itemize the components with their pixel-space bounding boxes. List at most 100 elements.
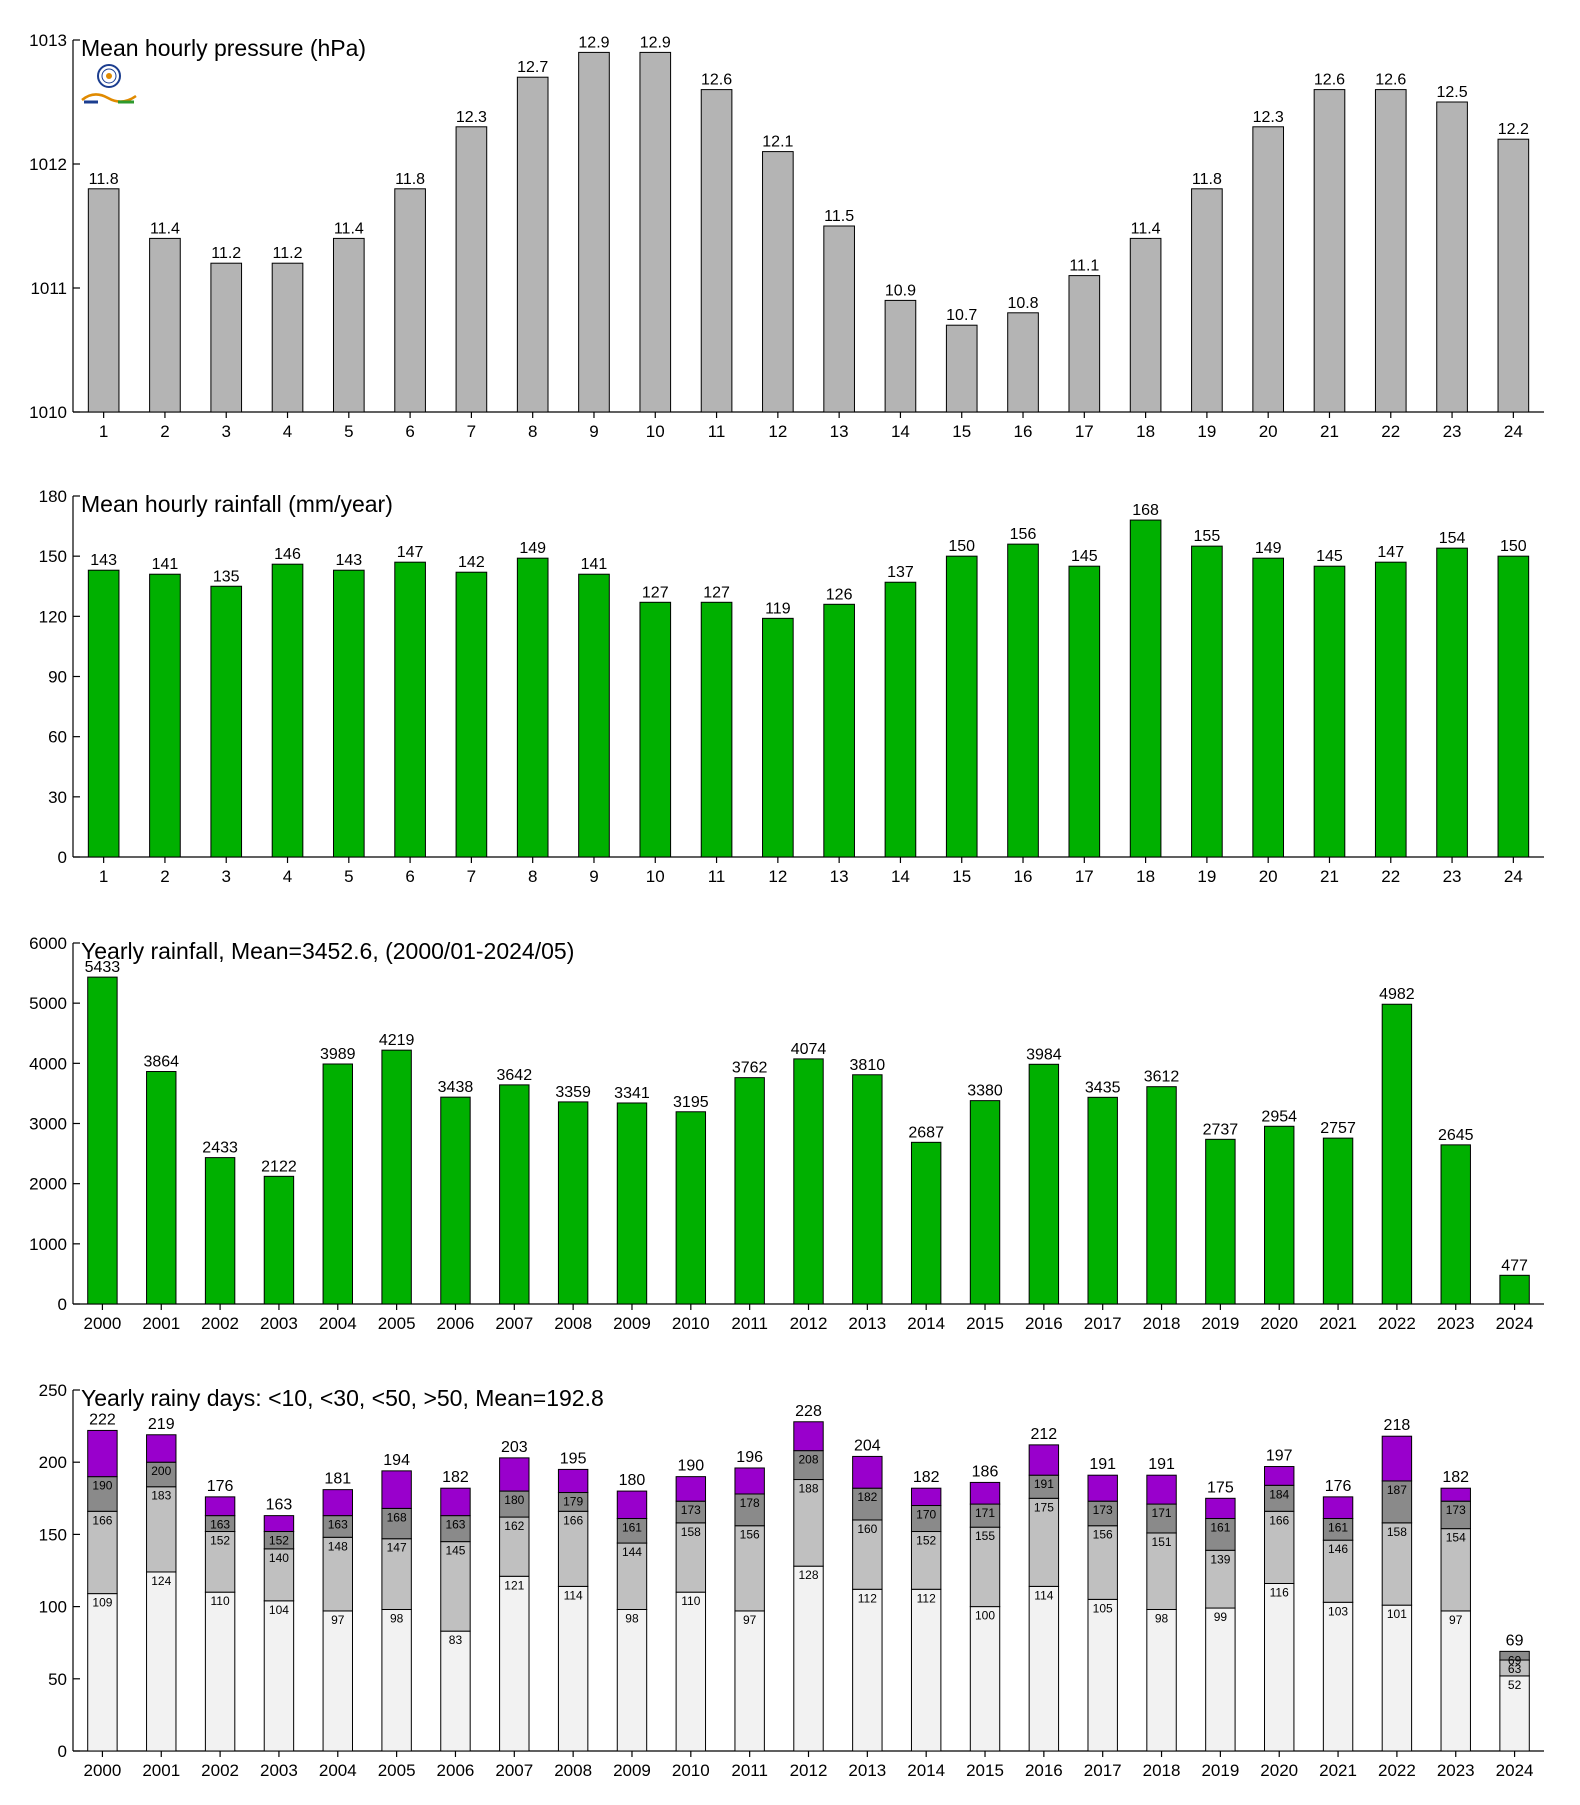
x-tick-label: 2023 (1437, 1761, 1475, 1780)
chart-title: Mean hourly rainfall (mm/year) (81, 491, 393, 517)
stack-segment (1146, 1474, 1177, 1505)
stack-segment (793, 1565, 824, 1752)
x-tick-label: 8 (528, 867, 537, 886)
bar-value-label: 12.3 (456, 109, 487, 126)
bar-value-label: 3989 (320, 1046, 356, 1063)
segment-label: 114 (1034, 1588, 1053, 1602)
bar-value-label: 147 (397, 544, 424, 561)
bar-total-label: 196 (736, 1449, 763, 1466)
x-tick-label: 2012 (790, 1761, 828, 1780)
x-tick-label: 4 (283, 422, 292, 441)
stack-segment (1322, 1601, 1354, 1752)
segment-label: 175 (1034, 1500, 1054, 1514)
bar (440, 1096, 471, 1305)
segment-label: 163 (210, 1518, 230, 1532)
hourly-rainfall-chart: Mean hourly rainfall (mm/year)0306090120… (39, 487, 1544, 886)
bar-total-label: 163 (266, 1497, 293, 1514)
y-tick-label: 180 (39, 487, 67, 506)
bar (675, 1111, 707, 1305)
x-tick-label: 2005 (378, 1761, 416, 1780)
bar (210, 262, 243, 413)
segment-label: 188 (798, 1482, 818, 1496)
bar (394, 561, 426, 858)
x-tick-label: 21 (1320, 867, 1339, 886)
bar-total-label: 191 (1089, 1456, 1116, 1473)
segment-label: 151 (1152, 1535, 1172, 1549)
segment-label: 148 (328, 1539, 348, 1553)
bar-value-label: 12.5 (1436, 84, 1467, 101)
bar-value-label: 477 (1501, 1257, 1528, 1274)
bar (87, 188, 120, 413)
stack-segment (1381, 1604, 1413, 1752)
bar (1129, 519, 1162, 858)
stack-segment (146, 1434, 177, 1463)
segment-label: 166 (92, 1513, 112, 1527)
x-tick-label: 2020 (1260, 1314, 1298, 1333)
segment-label: 83 (449, 1633, 463, 1647)
bar (1252, 126, 1285, 413)
stack-segment (146, 1461, 177, 1488)
stack-segment (910, 1531, 942, 1590)
x-tick-label: 2021 (1319, 1761, 1357, 1780)
segment-label: 105 (1093, 1601, 1113, 1615)
x-tick-label: 16 (1014, 422, 1033, 441)
x-tick-label: 18 (1136, 422, 1155, 441)
y-tick-label: 1000 (29, 1235, 67, 1254)
x-tick-label: 2024 (1496, 1314, 1534, 1333)
segment-label: 128 (798, 1568, 818, 1582)
y-tick-label: 0 (58, 848, 67, 867)
bar-value-label: 119 (765, 600, 791, 617)
segment-label: 158 (1387, 1525, 1407, 1539)
stack-segment (1440, 1500, 1471, 1530)
stack-segment (1381, 1522, 1413, 1606)
x-tick-label: 9 (589, 867, 598, 886)
x-tick-label: 5 (344, 867, 353, 886)
bar-value-label: 11.4 (334, 220, 364, 237)
stack-segment (793, 1421, 824, 1452)
x-tick-label: 13 (830, 422, 849, 441)
segment-label: 144 (622, 1545, 642, 1559)
stack-segment (499, 1457, 530, 1492)
stack-segment (440, 1541, 471, 1632)
x-tick-label: 2006 (437, 1761, 475, 1780)
x-tick-label: 12 (768, 422, 787, 441)
segment-label: 173 (1446, 1503, 1466, 1517)
segment-label: 103 (1328, 1604, 1348, 1618)
bar-value-label: 10.9 (885, 282, 916, 299)
bar-value-label: 3864 (143, 1054, 179, 1071)
bar-total-label: 203 (501, 1439, 528, 1456)
bar (381, 1049, 412, 1305)
bar (1436, 101, 1468, 413)
bar-value-label: 12.9 (578, 34, 609, 51)
y-tick-label: 200 (39, 1453, 67, 1472)
bar (332, 569, 365, 858)
stack-segment (734, 1610, 765, 1752)
bar-value-label: 11.4 (150, 220, 180, 237)
x-tick-label: 19 (1197, 422, 1216, 441)
segment-label: 160 (857, 1522, 877, 1536)
segment-label: 110 (211, 1594, 230, 1608)
bar-value-label: 10.7 (946, 307, 977, 324)
x-tick-label: 14 (891, 867, 910, 886)
bar (1028, 1063, 1060, 1305)
bar-value-label: 12.7 (517, 59, 548, 76)
bar (1374, 89, 1407, 413)
bar-total-label: 195 (560, 1450, 587, 1467)
stack-segment (322, 1536, 353, 1612)
segment-label: 178 (740, 1496, 760, 1510)
bar (499, 1084, 530, 1305)
x-tick-label: 6 (405, 867, 414, 886)
stack-segment (1028, 1585, 1060, 1752)
x-tick-label: 24 (1504, 422, 1523, 441)
bar-value-label: 155 (1194, 528, 1221, 545)
bar (146, 1071, 177, 1305)
x-tick-label: 2000 (84, 1314, 122, 1333)
x-tick-label: 2019 (1201, 1314, 1239, 1333)
stack-segment (1146, 1532, 1177, 1610)
stack-segment (87, 1476, 118, 1512)
segment-label: 179 (563, 1495, 583, 1509)
y-tick-label: 50 (48, 1670, 67, 1689)
bar-value-label: 127 (642, 584, 669, 601)
segment-label: 152 (269, 1534, 289, 1548)
bar (394, 188, 426, 413)
